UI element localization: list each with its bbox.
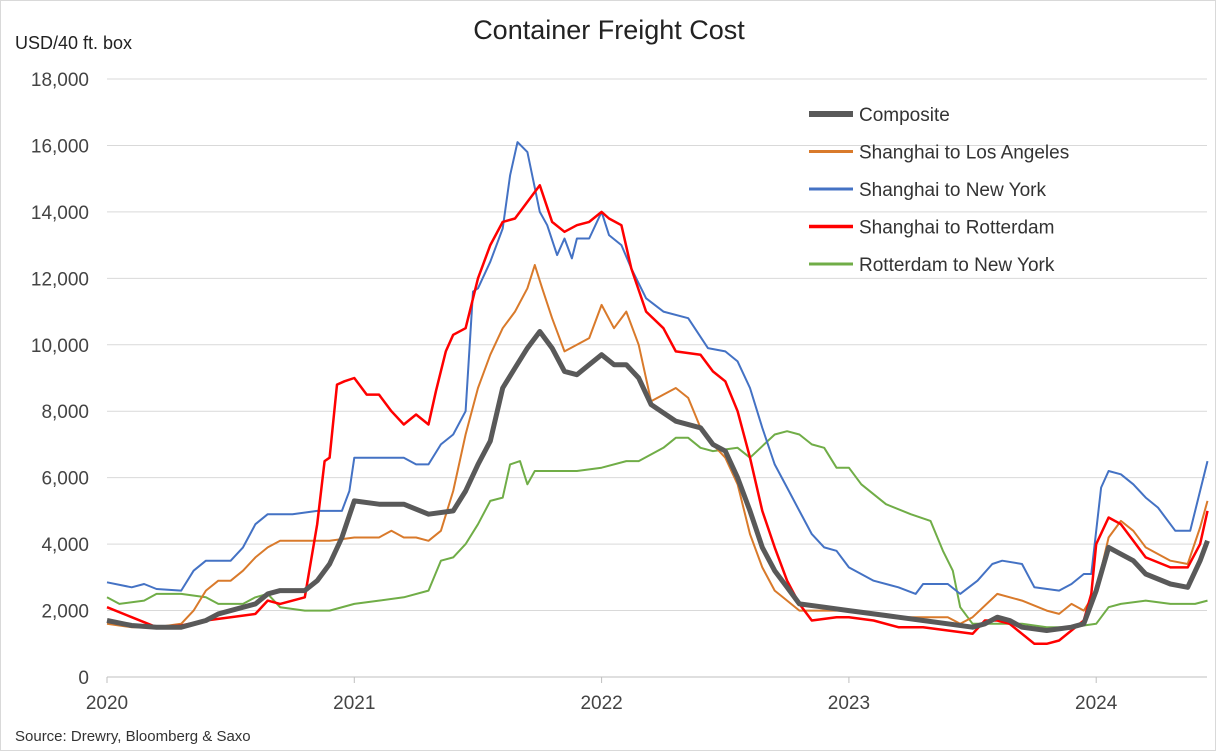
- y-tick-label: 18,000: [31, 70, 89, 91]
- x-tick-label: 2022: [580, 693, 622, 714]
- series-line-shanghai-to-rotterdam: [106, 184, 1209, 646]
- y-tick-label: 2,000: [41, 602, 89, 623]
- x-tick-label: 2024: [1075, 693, 1118, 714]
- y-tick-label: 16,000: [31, 136, 89, 157]
- series-line-shanghai-to-new-york: [106, 141, 1209, 595]
- series-line-composite: [106, 329, 1210, 633]
- y-tick-label: 14,000: [31, 203, 89, 224]
- y-tick-label: 4,000: [41, 535, 89, 556]
- legend-label: Shanghai to New York: [859, 180, 1046, 201]
- legend-label: Rotterdam to New York: [859, 255, 1055, 276]
- source-note: Source: Drewry, Bloomberg & Saxo: [15, 728, 251, 745]
- y-tick-label: 12,000: [31, 269, 89, 290]
- legend-label: Shanghai to Rotterdam: [859, 218, 1054, 239]
- x-tick-label: 2020: [86, 693, 128, 714]
- chart-title: Container Freight Cost: [473, 15, 745, 45]
- y-tick-label: 6,000: [41, 469, 89, 490]
- x-tick-label: 2021: [333, 693, 375, 714]
- y-axis-label: USD/40 ft. box: [15, 33, 133, 53]
- x-tick-label: 2023: [828, 693, 870, 714]
- y-tick-label: 0: [78, 668, 89, 689]
- legend-label: Shanghai to Los Angeles: [859, 143, 1069, 164]
- series-line-shanghai-to-los-angeles: [106, 264, 1209, 629]
- series-line-rotterdam-to-new-york: [106, 430, 1208, 629]
- legend-label: Composite: [859, 105, 950, 126]
- y-tick-label: 8,000: [41, 402, 89, 423]
- y-tick-label: 10,000: [31, 336, 89, 357]
